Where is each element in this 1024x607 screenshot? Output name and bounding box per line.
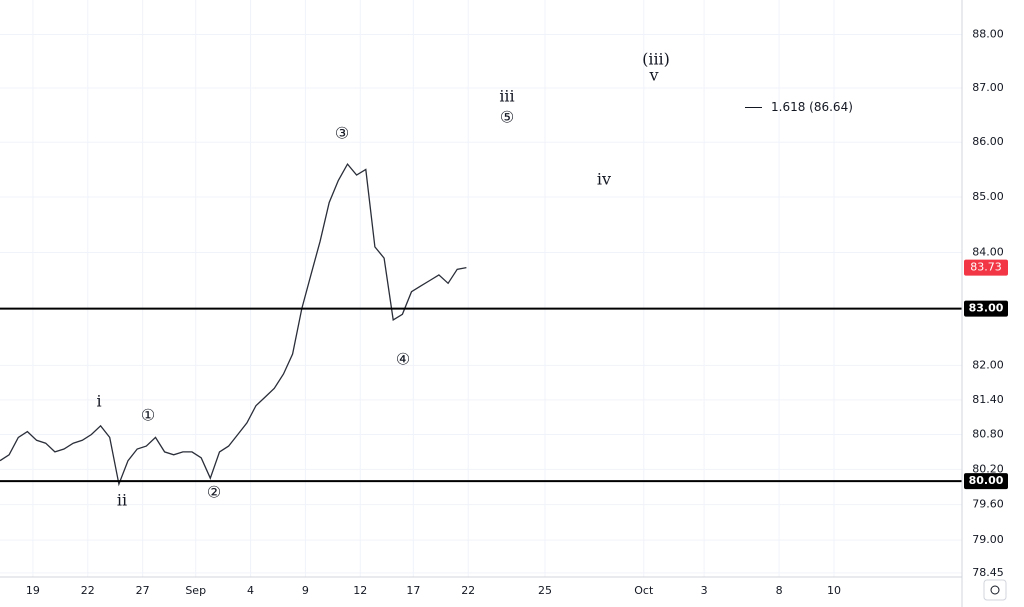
wave-label: ⑤ [500,108,514,127]
last-price-label: 83.73 [970,261,1002,274]
wave-label: i [96,392,101,411]
y-tick-label: 81.40 [972,393,1004,406]
wave-label: ③ [335,124,349,143]
x-tick-label: 9 [302,584,309,597]
y-tick-label: 84.00 [972,245,1004,258]
price-line [0,162,467,487]
y-tick-label: 82.00 [972,358,1004,371]
wave-label: v [648,66,658,85]
y-tick-label: 86.00 [972,135,1004,148]
x-tick-label: Sep [185,584,206,597]
price-label: 83.00 [969,302,1004,315]
x-tick-label: 8 [776,584,783,597]
wave-label: (iii) [642,50,670,69]
x-tick-label: 27 [136,584,150,597]
wave-label: ii [117,491,127,510]
y-tick-label: 87.00 [972,81,1004,94]
y-tick-label: 78.45 [972,566,1004,579]
price-label: 80.00 [969,474,1004,487]
settings-button[interactable] [983,579,1007,601]
last-price-box [964,259,1008,276]
wave-label: ④ [396,350,410,369]
settings-icon [990,585,1000,595]
x-tick-label: 22 [81,584,95,597]
x-tick-label: 3 [701,584,708,597]
y-tick-label: 88.00 [972,27,1004,40]
fib-label: 1.618 (86.64) [771,100,853,114]
wave-label: ① [141,406,155,425]
x-tick-label: Oct [634,584,654,597]
x-tick-label: 19 [26,584,40,597]
y-tick-label: 79.60 [972,498,1004,511]
wave-label: iv [597,170,611,189]
y-tick-label: 80.80 [972,428,1004,441]
y-tick-label: 80.20 [972,462,1004,475]
x-tick-label: 17 [406,584,420,597]
marks [0,106,962,487]
wave-label: iii [499,87,514,106]
y-tick-label: 85.00 [972,190,1004,203]
price-label-box [964,473,1008,490]
x-tick-label: 10 [827,584,841,597]
y-tick-label: 79.00 [972,533,1004,546]
x-tick-label: 22 [461,584,475,597]
x-tick-label: 12 [353,584,367,597]
price-label-box [964,300,1008,317]
x-tick-label: 25 [538,584,552,597]
x-tick-label: 4 [247,584,254,597]
wave-label: ② [207,483,221,502]
